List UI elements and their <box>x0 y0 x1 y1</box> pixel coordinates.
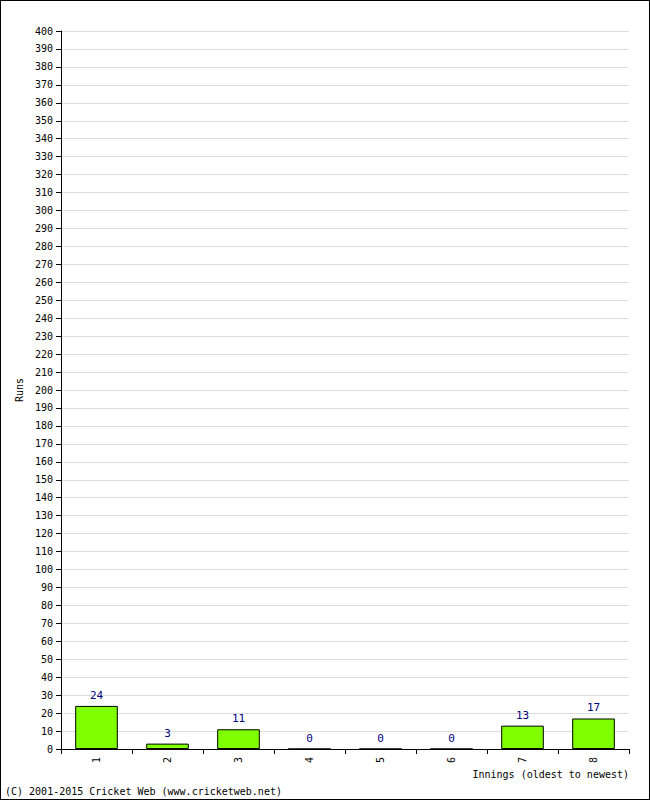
svg-text:140: 140 <box>35 492 53 503</box>
svg-text:170: 170 <box>35 438 53 449</box>
svg-text:350: 350 <box>35 115 53 126</box>
svg-text:3: 3 <box>164 727 171 740</box>
svg-text:310: 310 <box>35 187 53 198</box>
svg-text:2: 2 <box>162 757 173 763</box>
svg-text:20: 20 <box>41 708 53 719</box>
svg-text:110: 110 <box>35 546 53 557</box>
svg-text:80: 80 <box>41 600 53 611</box>
svg-text:280: 280 <box>35 241 53 252</box>
svg-text:240: 240 <box>35 313 53 324</box>
svg-text:190: 190 <box>35 402 53 413</box>
svg-text:340: 340 <box>35 133 53 144</box>
svg-text:11: 11 <box>232 712 245 725</box>
svg-text:Innings (oldest to newest): Innings (oldest to newest) <box>472 769 629 780</box>
svg-text:200: 200 <box>35 385 53 396</box>
svg-text:230: 230 <box>35 331 53 342</box>
svg-text:30: 30 <box>41 690 53 701</box>
svg-text:6: 6 <box>446 757 457 763</box>
svg-text:260: 260 <box>35 277 53 288</box>
svg-text:8: 8 <box>588 757 599 763</box>
svg-text:4: 4 <box>304 757 315 763</box>
svg-text:(C) 2001-2015 Cricket Web (www: (C) 2001-2015 Cricket Web (www.cricketwe… <box>5 786 282 797</box>
svg-text:150: 150 <box>35 474 53 485</box>
svg-text:220: 220 <box>35 349 53 360</box>
svg-text:120: 120 <box>35 528 53 539</box>
svg-text:7: 7 <box>517 757 528 763</box>
svg-text:3: 3 <box>233 757 244 763</box>
svg-text:300: 300 <box>35 205 53 216</box>
svg-text:160: 160 <box>35 456 53 467</box>
svg-text:60: 60 <box>41 636 53 647</box>
svg-text:250: 250 <box>35 295 53 306</box>
svg-text:380: 380 <box>35 61 53 72</box>
svg-text:320: 320 <box>35 169 53 180</box>
svg-text:360: 360 <box>35 97 53 108</box>
svg-text:0: 0 <box>377 732 384 745</box>
svg-text:290: 290 <box>35 223 53 234</box>
svg-text:40: 40 <box>41 672 53 683</box>
svg-text:90: 90 <box>41 582 53 593</box>
svg-text:Runs: Runs <box>14 378 25 402</box>
svg-text:270: 270 <box>35 259 53 270</box>
svg-text:70: 70 <box>41 618 53 629</box>
svg-text:50: 50 <box>41 654 53 665</box>
svg-text:400: 400 <box>35 26 53 37</box>
svg-text:0: 0 <box>306 732 313 745</box>
svg-text:24: 24 <box>90 689 104 702</box>
svg-text:0: 0 <box>47 744 53 755</box>
svg-text:210: 210 <box>35 367 53 378</box>
svg-text:390: 390 <box>35 43 53 54</box>
svg-text:5: 5 <box>375 757 386 763</box>
svg-text:0: 0 <box>448 732 455 745</box>
svg-text:370: 370 <box>35 79 53 90</box>
svg-text:1: 1 <box>91 757 102 763</box>
svg-text:130: 130 <box>35 510 53 521</box>
svg-text:17: 17 <box>587 701 600 714</box>
svg-text:100: 100 <box>35 564 53 575</box>
svg-text:180: 180 <box>35 420 53 431</box>
svg-text:10: 10 <box>41 726 53 737</box>
svg-text:13: 13 <box>516 709 529 722</box>
svg-text:330: 330 <box>35 151 53 162</box>
